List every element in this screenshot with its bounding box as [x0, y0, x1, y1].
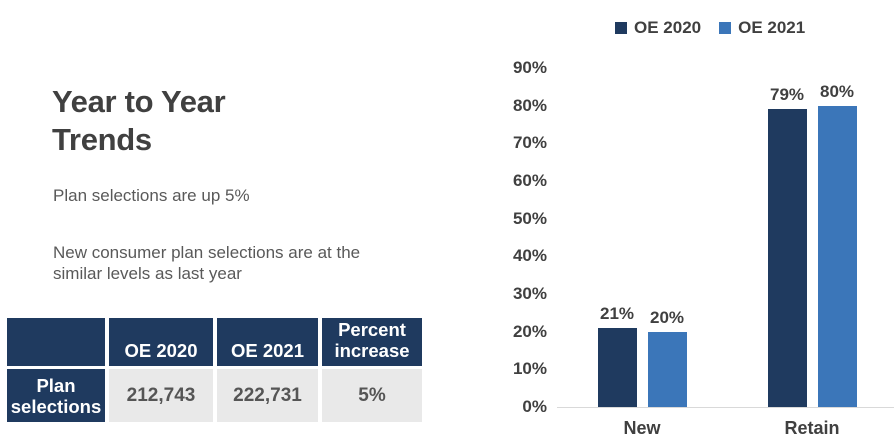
y-axis-tick-label: 20% — [512, 321, 547, 341]
table-header-percent-increase: Percent increase — [322, 318, 422, 366]
y-axis-tick-label: 80% — [512, 95, 547, 115]
legend-label: OE 2021 — [738, 18, 806, 37]
y-axis-tick-label: 40% — [512, 246, 547, 266]
table-cell-oe-2021: 222,731 — [217, 369, 318, 422]
table-header-oe-2021: OE 2021 — [217, 318, 318, 366]
bar-oe-2021-new — [647, 331, 687, 407]
table-cell-oe-2020: 212,743 — [109, 369, 213, 422]
y-axis-tick-label: 50% — [512, 208, 547, 228]
bar-value-label: 21% — [599, 303, 635, 323]
table-header-oe-2020: OE 2020 — [109, 318, 213, 366]
y-axis-tick-label: 70% — [512, 133, 547, 153]
subtitle-new-consumer: New consumer plan selections are at the … — [53, 243, 361, 283]
legend-swatch-icon — [719, 22, 732, 34]
bar-value-label: 79% — [769, 85, 805, 105]
y-axis-tick-label: 60% — [512, 171, 547, 190]
table-row-label-plan-selections: Plan selections — [7, 369, 105, 422]
y-axis-tick-label: 90% — [512, 58, 547, 77]
legend-item-oe-2020: OE 2020 — [615, 18, 701, 38]
bar-oe-2021-retain — [817, 105, 857, 407]
bar-value-label: 80% — [819, 81, 855, 101]
y-axis-tick-label: 10% — [512, 359, 547, 379]
chart-legend: OE 2020 OE 2021 — [615, 18, 805, 38]
table-cell-percent-increase: 5% — [322, 369, 422, 422]
table-header-empty — [7, 318, 105, 366]
bar-oe-2020-new — [597, 327, 637, 407]
legend-item-oe-2021: OE 2021 — [719, 18, 805, 38]
legend-swatch-icon — [615, 22, 627, 34]
subtitle-plan-selections: Plan selections are up 5% — [53, 186, 250, 205]
bar-oe-2020-retain — [767, 109, 807, 407]
y-axis-tick-label: 0% — [522, 397, 547, 416]
legend-label: OE 2020 — [634, 18, 702, 37]
bar-value-label: 20% — [649, 307, 685, 327]
x-axis-line — [557, 407, 894, 408]
y-axis-tick-label: 30% — [512, 284, 547, 303]
x-axis-category-label: Retain — [784, 418, 840, 438]
page-title: Year to Year Trends — [52, 84, 226, 157]
x-axis-category-label: New — [623, 418, 661, 438]
summary-table: OE 2020 OE 2021 Percent increase Plan se… — [7, 318, 422, 422]
